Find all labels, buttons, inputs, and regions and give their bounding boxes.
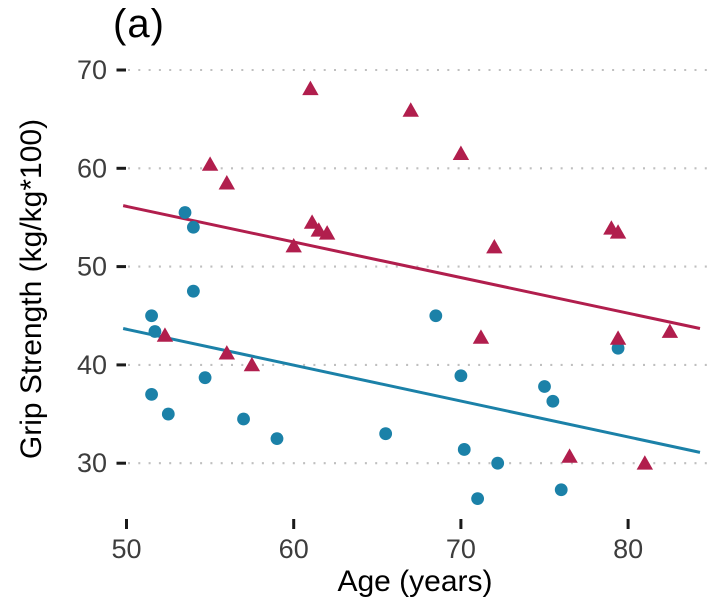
data-point-blue-circles bbox=[457, 443, 471, 456]
data-point-red-triangles bbox=[472, 329, 490, 344]
data-point-red-triangles bbox=[561, 448, 578, 463]
data-point-blue-circles bbox=[379, 427, 393, 441]
data-point-red-triangles bbox=[661, 323, 679, 338]
data-point-blue-circles bbox=[237, 412, 250, 426]
data-point-blue-circles bbox=[161, 407, 175, 421]
x-tick-label-70: 70 bbox=[446, 534, 476, 564]
data-point-red-triangles bbox=[243, 356, 261, 372]
data-point-blue-circles bbox=[145, 387, 158, 401]
data-point-blue-circles bbox=[554, 483, 568, 497]
data-point-red-triangles bbox=[201, 156, 219, 171]
x-tick-label-80: 80 bbox=[613, 534, 643, 564]
data-point-blue-circles bbox=[454, 369, 468, 383]
data-point-blue-circles bbox=[178, 206, 192, 219]
data-point-red-triangles bbox=[318, 225, 336, 240]
x-axis-title: Age (years) bbox=[337, 565, 493, 598]
data-point-red-triangles bbox=[218, 345, 236, 360]
data-point-blue-circles bbox=[145, 309, 158, 323]
data-point-blue-circles bbox=[148, 325, 162, 338]
y-tick-label-70: 70 bbox=[77, 55, 107, 85]
data-point-blue-circles bbox=[186, 284, 200, 298]
x-tick-label-50: 50 bbox=[111, 534, 141, 564]
data-point-blue-circles bbox=[611, 341, 625, 355]
y-tick-label-60: 60 bbox=[77, 153, 107, 183]
data-point-red-triangles bbox=[285, 237, 302, 253]
trend-line-blue-circles bbox=[122, 327, 701, 454]
y-tick-label-40: 40 bbox=[77, 350, 107, 380]
data-point-red-triangles bbox=[303, 214, 321, 229]
data-point-blue-circles bbox=[186, 220, 200, 234]
data-point-red-triangles bbox=[609, 330, 627, 345]
data-point-red-triangles bbox=[156, 327, 174, 342]
data-point-blue-circles bbox=[491, 456, 505, 470]
y-tick-label-50: 50 bbox=[77, 252, 107, 282]
y-tick-label-30: 30 bbox=[77, 448, 107, 478]
data-point-red-triangles bbox=[609, 224, 627, 239]
data-point-blue-circles bbox=[429, 309, 443, 323]
data-point-blue-circles bbox=[538, 380, 551, 393]
data-point-red-triangles bbox=[218, 175, 236, 190]
data-point-red-triangles bbox=[402, 102, 419, 117]
trend-line-red-triangles bbox=[122, 204, 701, 330]
y-axis-title: Grip Strength (kg/kg*100) bbox=[15, 118, 48, 460]
data-point-blue-circles bbox=[546, 394, 560, 408]
data-point-blue-circles bbox=[471, 492, 485, 505]
data-point-red-triangles bbox=[302, 80, 319, 96]
data-point-blue-circles bbox=[270, 432, 284, 446]
data-point-red-triangles bbox=[452, 145, 470, 160]
chart-title: (a) bbox=[113, 2, 165, 46]
data-point-blue-circles bbox=[198, 371, 212, 385]
x-tick-label-60: 60 bbox=[279, 534, 309, 564]
data-point-red-triangles bbox=[636, 455, 654, 470]
data-point-red-triangles bbox=[486, 238, 503, 254]
